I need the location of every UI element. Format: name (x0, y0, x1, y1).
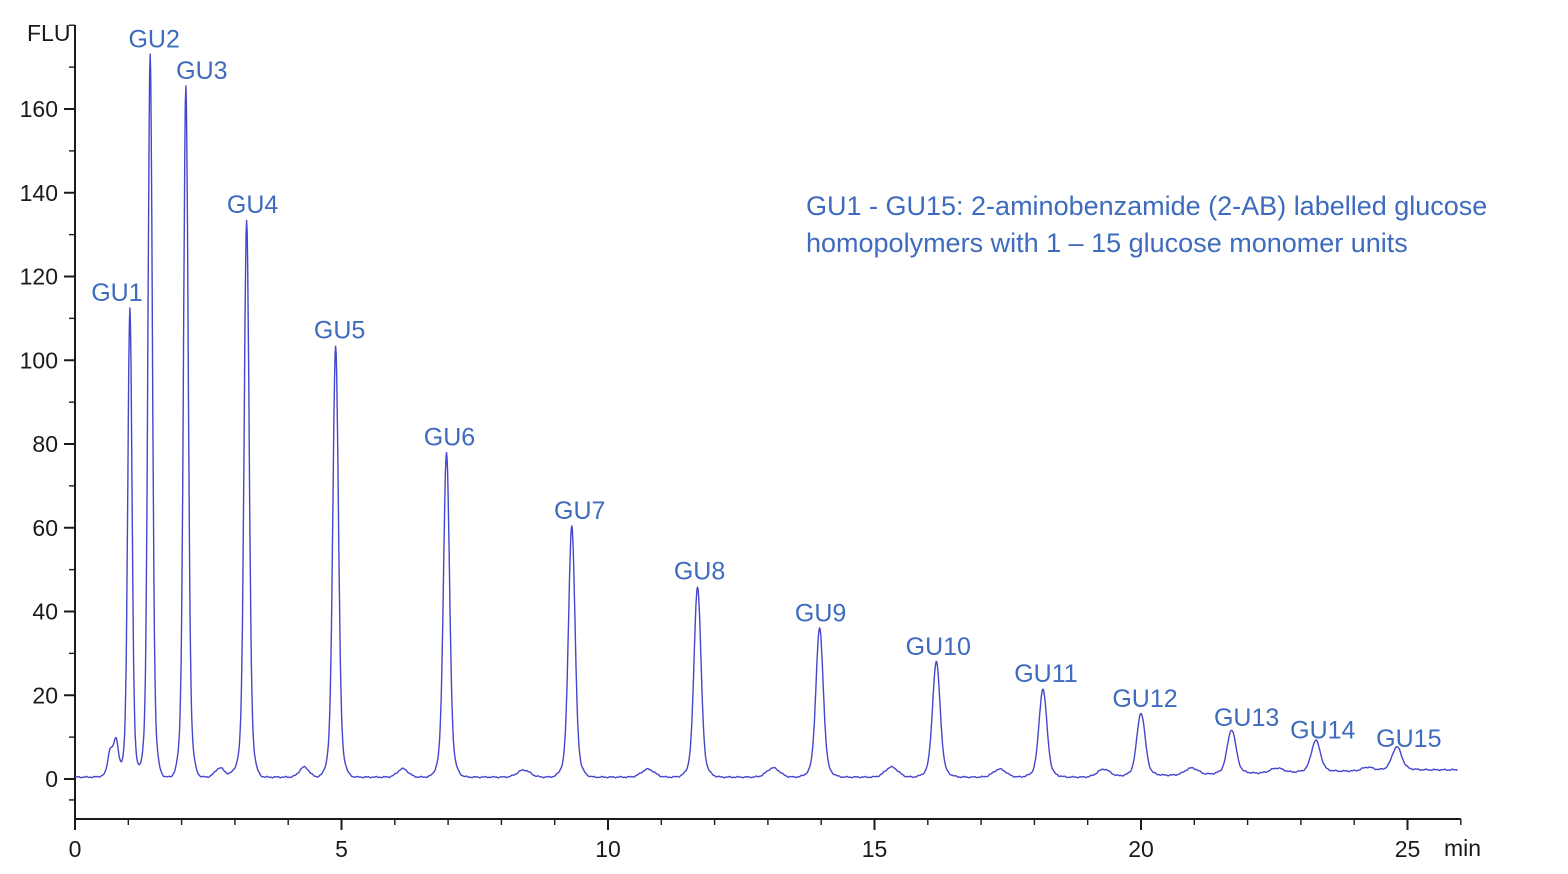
peak-label-gu2: GU2 (128, 26, 179, 54)
peak-label-gu7: GU7 (554, 497, 605, 525)
annotation-text: GU1 - GU15: 2-aminobenzamide (2-AB) labe… (806, 188, 1487, 262)
y-tick-label: 140 (20, 180, 58, 206)
peak-label-gu10: GU10 (906, 633, 971, 661)
peak-label-gu1: GU1 (91, 279, 142, 307)
x-tick-label: 20 (1128, 836, 1154, 862)
x-tick-label: 15 (862, 836, 888, 862)
x-tick-label: 10 (595, 836, 621, 862)
chromatogram-trace (74, 53, 1458, 779)
x-tick-label: 0 (69, 836, 82, 862)
annotation-line-2: homopolymers with 1 – 15 glucose monomer… (806, 228, 1408, 258)
peak-label-gu14: GU14 (1290, 717, 1355, 745)
x-axis-unit-label: min (1444, 835, 1482, 861)
y-tick-label: 60 (32, 515, 58, 541)
y-tick-label: 160 (20, 96, 58, 122)
y-tick-label: 20 (32, 682, 58, 708)
peak-label-gu13: GU13 (1214, 704, 1279, 732)
peak-label-gu3: GU3 (176, 57, 227, 85)
annotation-line-1: GU1 - GU15: 2-aminobenzamide (2-AB) labe… (806, 191, 1488, 221)
y-tick-label: 0 (45, 766, 58, 792)
peak-label-gu11: GU11 (1014, 660, 1077, 688)
peak-label-gu4: GU4 (227, 191, 279, 219)
peak-label-gu8: GU8 (674, 557, 725, 585)
y-tick-label: 40 (32, 599, 58, 625)
peak-label-gu6: GU6 (424, 423, 475, 451)
y-axis-unit-label: FLU (27, 20, 71, 46)
peak-label-gu9: GU9 (795, 599, 846, 627)
x-tick-label: 25 (1395, 836, 1421, 862)
y-tick-label: 80 (32, 431, 58, 457)
y-tick-label: 100 (20, 347, 58, 373)
peak-label-gu12: GU12 (1112, 685, 1177, 713)
y-tick-label: 120 (20, 264, 58, 290)
x-tick-label: 5 (335, 836, 348, 862)
peak-label-gu15: GU15 (1376, 725, 1441, 753)
peak-label-gu5: GU5 (314, 317, 365, 345)
